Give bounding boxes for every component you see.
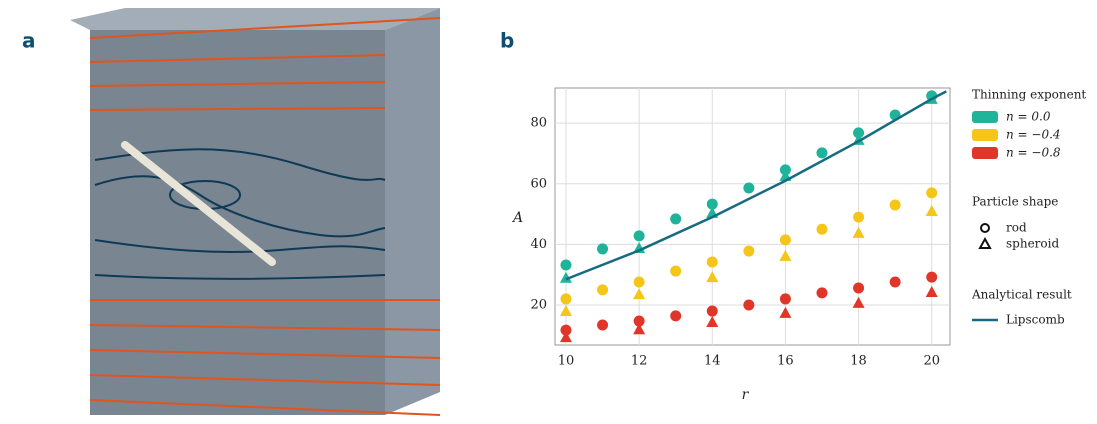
rod-point: [633, 230, 645, 242]
rod-point: [597, 319, 609, 331]
spheroid-point: [852, 226, 865, 238]
x-axis-label: r: [742, 387, 750, 403]
rod-point: [853, 282, 865, 294]
rod-point: [816, 223, 828, 235]
legend-symbol: [980, 223, 990, 233]
spheroid-point: [559, 271, 572, 283]
legend-label: n = 0.0: [1006, 110, 1051, 124]
spheroid-point: [706, 271, 719, 283]
legend-label: Lipscomb: [1006, 313, 1065, 327]
panel-label: a: [22, 29, 36, 53]
rod-point: [816, 287, 828, 299]
legend-swatch: [972, 147, 998, 159]
rod-point: [779, 234, 791, 246]
rod-point: [633, 276, 645, 288]
rod-point: [743, 299, 755, 311]
legend-label: n = −0.8: [1006, 146, 1061, 160]
rod-point: [743, 245, 755, 257]
legend-label: spheroid: [1006, 237, 1059, 251]
box-top: [70, 8, 440, 30]
spheroid-point: [706, 315, 719, 327]
rod-point: [560, 259, 572, 271]
rod-point: [779, 293, 791, 305]
legend-title: Particle shape: [972, 195, 1058, 209]
legend-label: rod: [1006, 221, 1027, 235]
rod-point: [743, 182, 755, 194]
x-tick-label: 10: [558, 354, 575, 369]
spheroid-point: [559, 305, 572, 317]
y-tick-label: 60: [530, 176, 547, 191]
analytical-line: [565, 90, 947, 281]
y-tick-label: 40: [530, 237, 547, 252]
rod-point: [670, 310, 682, 322]
rod-point: [597, 284, 609, 296]
y-axis-label: A: [511, 210, 523, 226]
x-tick-label: 14: [704, 354, 721, 369]
legend-title: Analytical result: [971, 288, 1072, 302]
rod-point: [670, 213, 682, 225]
rod-point: [816, 147, 828, 159]
rod-point: [560, 324, 572, 336]
panel-label: b: [500, 29, 514, 53]
y-tick-label: 80: [530, 116, 547, 131]
rod-point: [706, 305, 718, 317]
rod: [121, 141, 276, 266]
rod-point: [926, 187, 938, 199]
spheroid-point: [779, 249, 792, 261]
legend-swatch: [972, 111, 998, 123]
y-tick-label: 20: [530, 297, 547, 312]
rod-point: [926, 271, 938, 283]
spheroid-point: [779, 306, 792, 318]
x-tick-label: 18: [850, 354, 867, 369]
rod-point: [560, 293, 572, 305]
x-tick-label: 12: [631, 354, 648, 369]
streamlines: [94, 148, 386, 280]
spheroid-point: [633, 288, 646, 300]
rod-point: [670, 265, 682, 277]
rod-point: [853, 127, 865, 139]
spheroid-point: [633, 323, 646, 335]
legend-label: n = −0.4: [1006, 128, 1061, 142]
legend-title: Thinning exponent: [972, 88, 1086, 102]
simulation-render: [70, 8, 441, 416]
flow-lines: [89, 17, 441, 416]
rod-point: [779, 164, 791, 176]
rod-point: [889, 276, 901, 288]
legend-symbol: [978, 236, 992, 249]
spheroid-point: [559, 331, 572, 343]
rod-point: [706, 198, 718, 210]
spheroid-point: [925, 205, 938, 217]
x-tick-label: 20: [923, 354, 940, 369]
box-side: [385, 8, 440, 415]
spheroid-point: [925, 285, 938, 297]
legend-swatch: [972, 129, 998, 141]
rod-point: [853, 211, 865, 223]
rod-point: [889, 199, 901, 211]
spheroid-point: [852, 296, 865, 308]
rod-point: [706, 256, 718, 268]
rod-point: [597, 243, 609, 255]
rod-point: [633, 315, 645, 327]
box-front: [90, 30, 385, 415]
x-tick-label: 16: [777, 354, 794, 369]
